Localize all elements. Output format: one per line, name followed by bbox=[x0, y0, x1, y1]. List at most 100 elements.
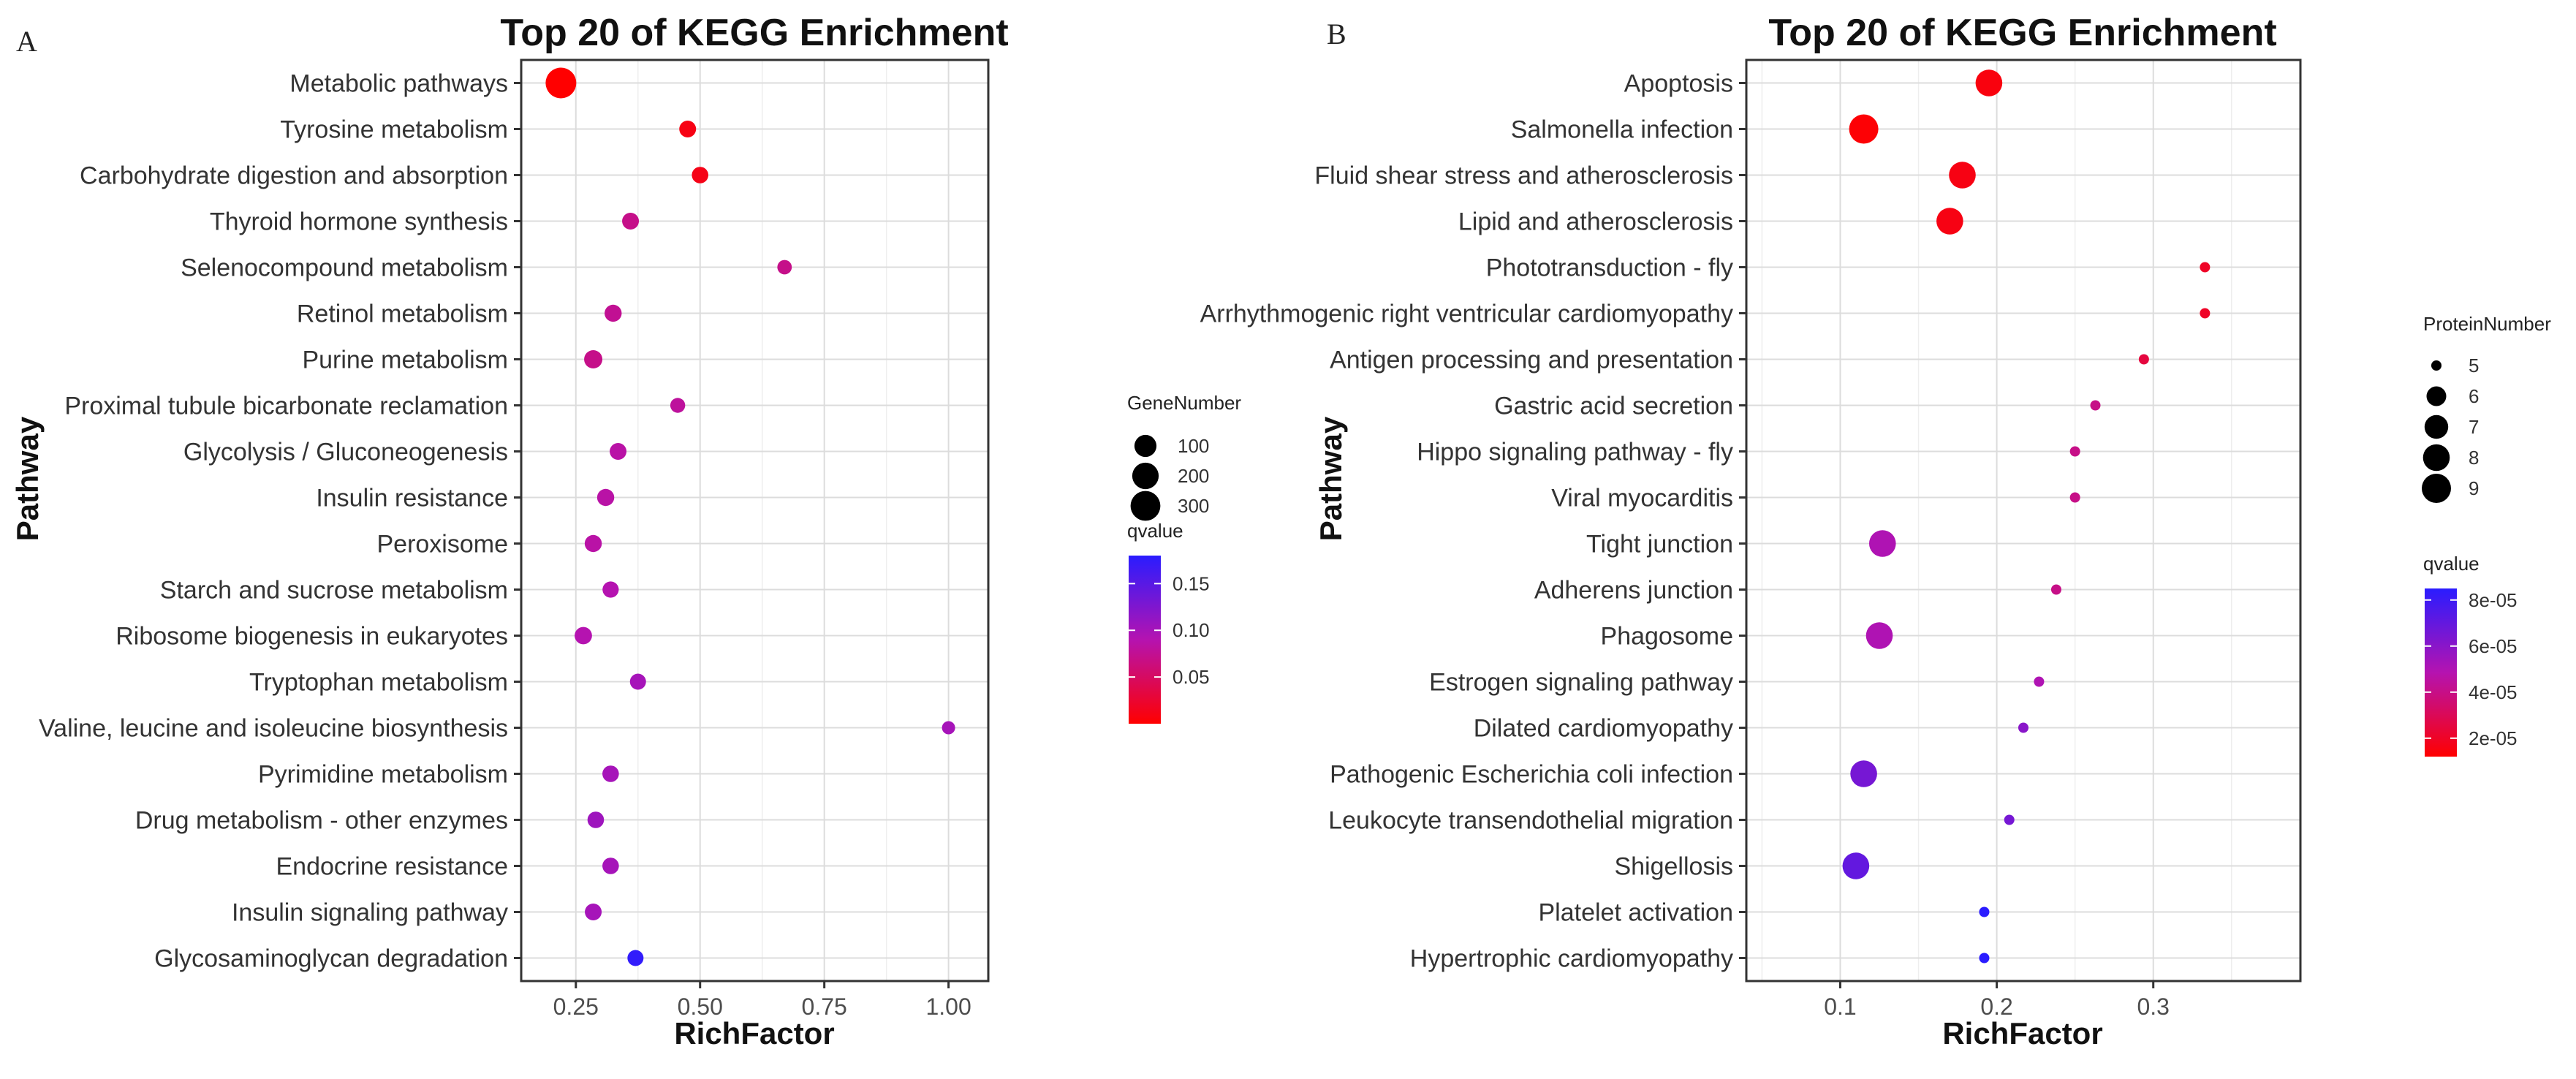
enrichment-point bbox=[1975, 69, 2003, 96]
x-tick-label: 0.3 bbox=[2137, 993, 2169, 1020]
panel-a-colorbar bbox=[1129, 556, 1161, 724]
colorbar-label: 6e-05 bbox=[2469, 635, 2518, 657]
pathway-label: Endocrine resistance bbox=[276, 853, 508, 881]
enrichment-point bbox=[1936, 208, 1963, 235]
size-legend-label: 9 bbox=[2469, 477, 2479, 499]
size-legend-label: 100 bbox=[1178, 435, 1209, 457]
panel-a-y-tick-labels: Metabolic pathways Tyrosine metabolism Car… bbox=[39, 70, 521, 973]
size-legend-label: 7 bbox=[2469, 416, 2479, 438]
pathway-label: Tight junction bbox=[1586, 531, 1733, 559]
enrichment-point bbox=[2200, 308, 2211, 319]
panel-b-y-tick-labels: Apoptosis Salmonella infection Fluid shear… bbox=[1200, 70, 1746, 973]
panel-b-size-legend: ProteinNumber 5 6 7 8 9 bbox=[2422, 313, 2551, 503]
enrichment-point bbox=[2069, 492, 2080, 503]
enrichment-point bbox=[2004, 814, 2015, 825]
panel-b-chart: B Top 20 of KEGG Enrichment Apoptosis Sal… bbox=[1200, 12, 2552, 1050]
pathway-label: Valine, leucine and isoleucine biosynthe… bbox=[39, 715, 508, 743]
panel-a-chart: A Top 20 of KEGG Enrichment Metabolic pa… bbox=[10, 12, 1241, 1050]
size-legend-dot bbox=[2422, 444, 2450, 472]
pathway-label: Pathogenic Escherichia coli infection bbox=[1330, 761, 1733, 789]
size-legend-dot bbox=[2431, 360, 2441, 371]
panel-b-color-legend-title: qvalue bbox=[2423, 553, 2480, 575]
enrichment-point bbox=[692, 167, 709, 183]
enrichment-point bbox=[2200, 262, 2211, 273]
pathway-label: Salmonella infection bbox=[1511, 116, 1733, 144]
enrichment-point bbox=[602, 857, 619, 874]
pathway-label: Phagosome bbox=[1601, 623, 1733, 651]
pathway-label: Viral myocarditis bbox=[1551, 485, 1733, 512]
pathway-label: Glycosaminoglycan degradation bbox=[154, 945, 508, 973]
panel-b-x-tick-labels: 0.1 0.2 0.3 bbox=[1824, 981, 2170, 1020]
pathway-label: Selenocompound metabolism bbox=[181, 254, 508, 282]
panel-a-x-tick-labels: 0.25 0.50 0.75 1.00 bbox=[553, 981, 971, 1020]
x-tick-label: 0.75 bbox=[802, 993, 847, 1020]
enrichment-point bbox=[1979, 953, 1990, 963]
panel-a-size-legend: GeneNumber 100 200 300 bbox=[1127, 392, 1241, 521]
pathway-label: Fluid shear stress and atherosclerosis bbox=[1314, 162, 1733, 190]
size-legend-label: 200 bbox=[1178, 465, 1209, 487]
pathway-label: Hypertrophic cardiomyopathy bbox=[1410, 945, 1733, 973]
size-legend-label: 8 bbox=[2469, 447, 2479, 469]
enrichment-point bbox=[2034, 676, 2045, 687]
size-legend-dot bbox=[2424, 414, 2449, 439]
enrichment-point bbox=[627, 950, 644, 966]
pathway-label: Shigellosis bbox=[1614, 853, 1733, 881]
pathway-label: Peroxisome bbox=[376, 531, 508, 559]
pathway-label: Phototransduction - fly bbox=[1486, 254, 1733, 282]
size-legend-dot bbox=[2422, 474, 2451, 503]
pathway-label: Lipid and atherosclerosis bbox=[1458, 208, 1733, 236]
panel-a-title: Top 20 of KEGG Enrichment bbox=[500, 12, 1008, 54]
pathway-label: Leukocyte transendothelial migration bbox=[1328, 807, 1733, 835]
size-legend-label: 6 bbox=[2469, 385, 2479, 407]
pathway-label: Arrhythmogenic right ventricular cardiom… bbox=[1200, 300, 1733, 328]
enrichment-point bbox=[1865, 622, 1893, 649]
panel-b-title: Top 20 of KEGG Enrichment bbox=[1768, 12, 2276, 54]
enrichment-point bbox=[2090, 400, 2101, 411]
pathway-label: Ribosome biogenesis in eukaryotes bbox=[115, 623, 508, 651]
pathway-label: Tyrosine metabolism bbox=[280, 116, 508, 144]
size-legend-dot bbox=[1130, 491, 1161, 521]
panel-b-points bbox=[1842, 69, 2211, 963]
x-tick-label: 0.2 bbox=[1980, 993, 2012, 1020]
colorbar-label: 2e-05 bbox=[2469, 727, 2518, 749]
enrichment-point bbox=[596, 488, 615, 507]
pathway-label: Dilated cardiomyopathy bbox=[1474, 715, 1733, 743]
size-legend-dot bbox=[1134, 434, 1157, 458]
panel-b-color-legend: qvalue 2e-05 4e-05 6e-05 8e-05 bbox=[2423, 553, 2518, 757]
panel-a-x-axis-title: RichFactor bbox=[674, 1016, 834, 1050]
pathway-label: Purine metabolism bbox=[302, 347, 508, 374]
enrichment-point bbox=[777, 260, 792, 275]
enrichment-point bbox=[584, 350, 603, 368]
enrichment-point bbox=[2018, 722, 2028, 733]
panel-b-colorbar bbox=[2425, 588, 2457, 757]
pathway-label: Hippo signaling pathway - fly bbox=[1417, 439, 1733, 466]
panel-b-letter: B bbox=[1327, 18, 1346, 50]
enrichment-point bbox=[2138, 354, 2149, 365]
panel-a-points bbox=[545, 67, 955, 966]
enrichment-point bbox=[670, 398, 686, 413]
pathway-label: Drug metabolism - other enzymes bbox=[135, 807, 508, 835]
panel-b-y-axis-title: Pathway bbox=[1314, 416, 1348, 541]
panel-a-y-axis-title: Pathway bbox=[10, 416, 45, 541]
pathway-label: Proximal tubule bicarbonate reclamation bbox=[64, 393, 508, 420]
pathway-label: Estrogen signaling pathway bbox=[1429, 669, 1733, 697]
colorbar-label: 8e-05 bbox=[2469, 589, 2518, 611]
colorbar-label: 4e-05 bbox=[2469, 681, 2518, 703]
panel-b-gridlines bbox=[1746, 60, 2300, 981]
pathway-label: Metabolic pathways bbox=[289, 70, 508, 98]
colorbar-label: 0.05 bbox=[1173, 666, 1210, 688]
pathway-label: Tryptophan metabolism bbox=[249, 669, 508, 697]
size-legend-label: 5 bbox=[2469, 355, 2479, 376]
size-legend-dot bbox=[2426, 386, 2447, 406]
colorbar-label: 0.15 bbox=[1173, 572, 1210, 594]
enrichment-point bbox=[1868, 530, 1896, 557]
enrichment-point bbox=[1842, 852, 1870, 879]
enrichment-point bbox=[2050, 584, 2061, 595]
pathway-label: Pyrimidine metabolism bbox=[258, 761, 508, 789]
pathway-label: Carbohydrate digestion and absorption bbox=[80, 162, 508, 190]
panel-a-gridlines bbox=[521, 60, 988, 981]
pathway-label: Starch and sucrose metabolism bbox=[160, 577, 508, 605]
enrichment-point bbox=[1849, 114, 1879, 144]
panel-b-size-legend-title: ProteinNumber bbox=[2423, 313, 2551, 335]
